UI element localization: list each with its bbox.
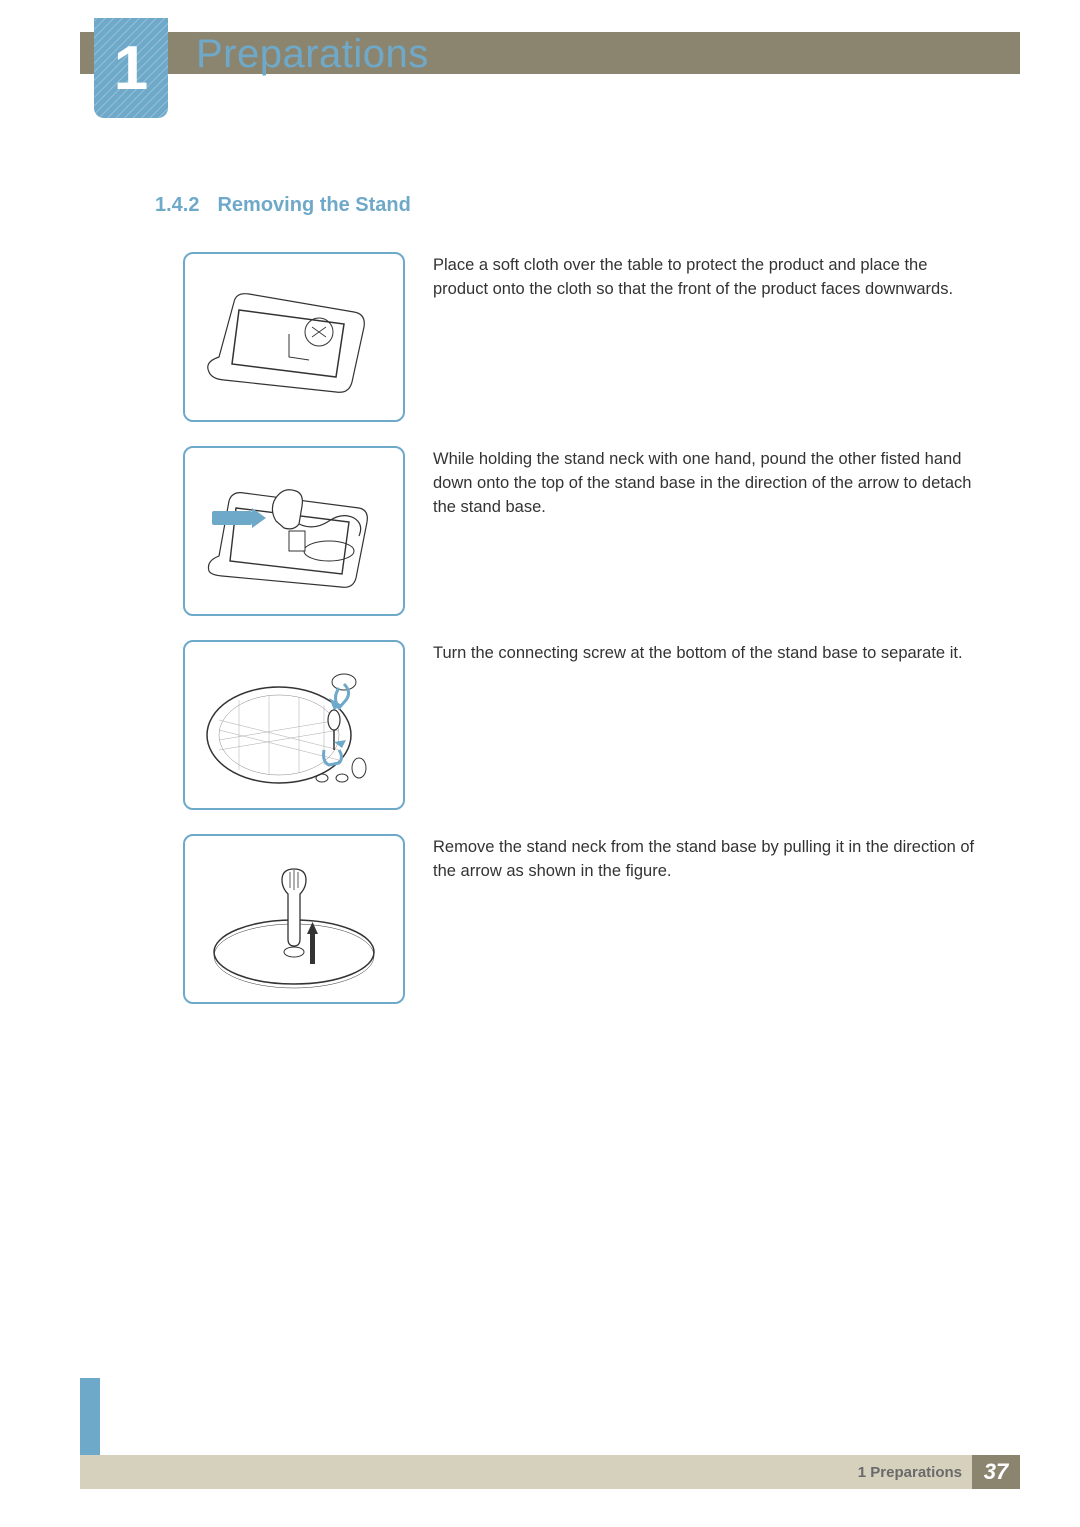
step-text: While holding the stand neck with one ha… xyxy=(433,446,980,520)
step-row: Place a soft cloth over the table to pro… xyxy=(183,252,980,422)
section-number: 1.4.2 xyxy=(155,194,199,216)
step-illustration xyxy=(183,640,405,810)
chapter-number: 1 xyxy=(114,33,148,104)
step-text: Remove the stand neck from the stand bas… xyxy=(433,834,980,884)
steps-container: Place a soft cloth over the table to pro… xyxy=(183,252,980,1028)
chapter-badge: 1 xyxy=(94,18,168,118)
step-row: Remove the stand neck from the stand bas… xyxy=(183,834,980,1004)
footer-bar: 1 Preparations 37 xyxy=(80,1455,1020,1489)
step-text: Place a soft cloth over the table to pro… xyxy=(433,252,980,302)
footer-chapter-label: 1 Preparations xyxy=(858,1464,962,1481)
section-title: Removing the Stand xyxy=(217,194,410,216)
chapter-title: Preparations xyxy=(196,32,429,77)
step-illustration xyxy=(183,252,405,422)
page-number-box: 37 xyxy=(972,1455,1020,1489)
step-illustration xyxy=(183,834,405,1004)
step-illustration xyxy=(183,446,405,616)
step-row: Turn the connecting screw at the bottom … xyxy=(183,640,980,810)
page-number: 37 xyxy=(984,1459,1008,1485)
step-text: Turn the connecting screw at the bottom … xyxy=(433,640,963,666)
step-row: While holding the stand neck with one ha… xyxy=(183,446,980,616)
section-heading: 1.4.2 Removing the Stand xyxy=(155,194,411,217)
